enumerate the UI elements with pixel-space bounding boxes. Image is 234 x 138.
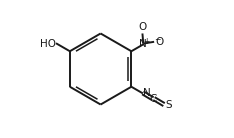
Text: +: + (143, 37, 149, 47)
Text: C: C (150, 94, 157, 104)
Text: O: O (138, 22, 147, 32)
Text: O: O (155, 37, 163, 47)
Text: N: N (139, 39, 147, 49)
Text: HO: HO (40, 39, 56, 49)
Text: N: N (143, 88, 150, 98)
Text: −: − (155, 35, 161, 44)
Text: S: S (165, 99, 172, 110)
